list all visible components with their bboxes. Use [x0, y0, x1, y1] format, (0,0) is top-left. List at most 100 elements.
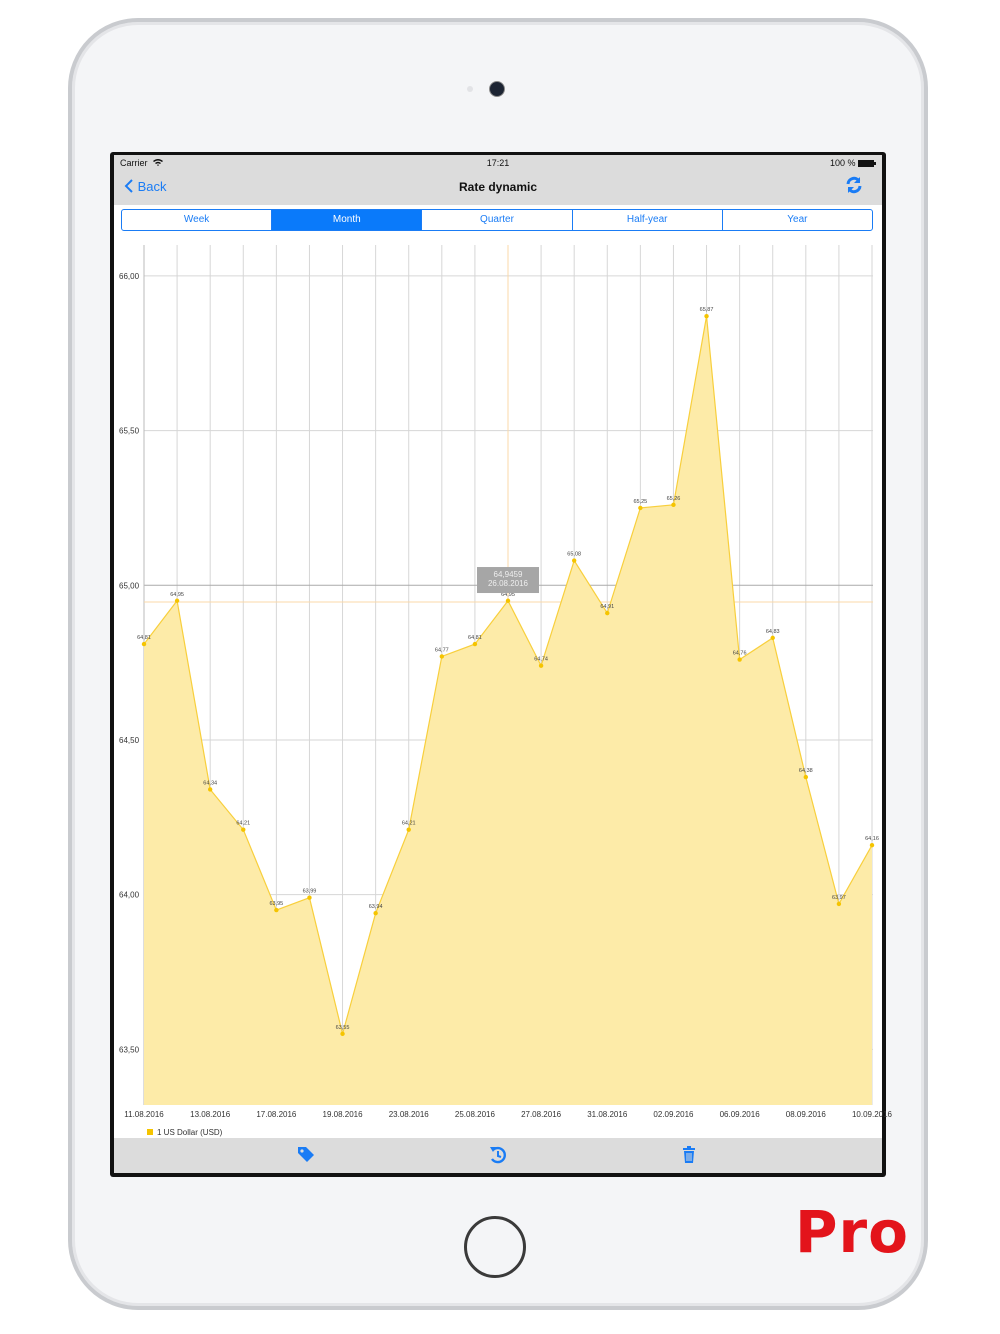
refresh-icon [846, 176, 862, 194]
x-tick-label: 17.08.2016 [256, 1110, 297, 1119]
data-label: 64,76 [733, 651, 747, 657]
data-label: 63,55 [336, 1025, 350, 1031]
data-point [505, 598, 511, 603]
y-tick-label: 64,50 [119, 736, 140, 745]
data-point [241, 827, 246, 832]
data-label: 64,16 [865, 836, 879, 842]
tooltip-date: 26.08.2016 [488, 579, 529, 588]
data-point [704, 313, 709, 319]
data-label: 64,74 [534, 657, 548, 663]
data-point [207, 787, 213, 792]
data-point [803, 774, 809, 780]
tab-half-year[interactable]: Half-year [571, 210, 722, 230]
data-label: 63,95 [269, 901, 283, 907]
tag-button[interactable] [295, 1144, 317, 1166]
data-point [406, 827, 411, 832]
x-tick-label: 13.08.2016 [190, 1110, 231, 1119]
data-label: 65,26 [667, 496, 681, 502]
data-point [174, 598, 180, 603]
trash-icon [683, 1146, 695, 1163]
y-tick-label: 65,00 [119, 581, 140, 590]
y-tick-label: 65,50 [119, 427, 140, 436]
data-label: 64,83 [766, 629, 780, 635]
delete-button[interactable] [678, 1144, 700, 1166]
data-label: 64,34 [203, 780, 217, 786]
data-label: 63,94 [369, 904, 383, 910]
home-button[interactable] [464, 1216, 526, 1278]
pro-badge: Pro [795, 1198, 909, 1266]
bottom-toolbar [114, 1138, 882, 1173]
camera [489, 81, 505, 97]
tab-year[interactable]: Year [721, 210, 872, 230]
data-label: 64,81 [468, 635, 482, 641]
tab-month[interactable]: Month [271, 210, 422, 230]
history-button[interactable] [487, 1144, 509, 1166]
data-label: 64,95 [170, 592, 184, 598]
data-label: 64,95 [501, 592, 515, 598]
data-point [638, 505, 643, 511]
x-tick-label: 19.08.2016 [323, 1110, 364, 1119]
x-tick-label: 25.08.2016 [455, 1110, 496, 1119]
carrier-label: Carrier [120, 158, 148, 168]
tab-quarter[interactable]: Quarter [421, 210, 571, 230]
page-title: Rate dynamic [458, 180, 538, 194]
data-label: 64,21 [236, 821, 250, 827]
legend-swatch [147, 1129, 153, 1135]
wifi-icon [153, 158, 163, 168]
data-point [307, 895, 312, 900]
data-point [274, 907, 279, 913]
refresh-button[interactable] [844, 175, 864, 195]
sensor [467, 86, 473, 92]
data-point [571, 558, 577, 563]
battery-label: 100 % [830, 158, 856, 168]
x-tick-label: 31.08.2016 [587, 1110, 628, 1119]
legend-label: 1 US Dollar (USD) [157, 1128, 223, 1137]
data-label: 63,97 [832, 895, 846, 901]
tooltip-value: 64,9459 [494, 570, 523, 579]
x-tick-label: 10.09.2016 [852, 1110, 893, 1119]
data-label: 65,25 [633, 499, 647, 505]
data-point [472, 641, 478, 647]
tooltip: 64,9459 26.08.2016 [477, 567, 539, 594]
y-tick-label: 64,00 [119, 891, 140, 900]
y-tick-label: 63,50 [119, 1045, 140, 1054]
x-tick-label: 11.08.2016 [124, 1110, 164, 1119]
data-point [605, 610, 610, 616]
data-label: 64,38 [799, 768, 813, 774]
data-point [141, 641, 147, 647]
clock: 17:21 [486, 158, 510, 168]
x-tick-label: 27.08.2016 [521, 1110, 562, 1119]
back-label: Back [137, 179, 167, 194]
data-point [869, 842, 875, 848]
battery-icon [858, 159, 876, 169]
chevron-left-icon [124, 179, 133, 193]
data-point [671, 502, 676, 508]
data-point [737, 657, 742, 662]
navigation-bar: Carrier 17:21 100 % Back Rate dynamic [114, 155, 882, 205]
period-selector: Week Month Quarter Half-year Year [121, 209, 873, 231]
data-point [836, 901, 842, 907]
x-tick-label: 02.09.2016 [653, 1110, 694, 1119]
area-fill [144, 316, 872, 1105]
y-tick-label: 66,00 [119, 272, 140, 281]
data-point [538, 663, 544, 668]
tab-week[interactable]: Week [183, 214, 210, 225]
back-button[interactable]: Back [124, 179, 167, 194]
tooltip-box [477, 567, 539, 594]
data-label: 64,81 [137, 635, 151, 641]
data-point [340, 1031, 345, 1037]
x-tick-label: 08.09.2016 [786, 1110, 827, 1119]
data-point [770, 635, 775, 641]
data-label: 64,21 [402, 821, 416, 827]
x-tick-label: 23.08.2016 [389, 1110, 430, 1119]
data-label: 63,99 [303, 889, 317, 895]
data-label: 64,77 [435, 647, 449, 653]
data-point [439, 654, 445, 659]
data-label: 64,91 [600, 604, 614, 610]
data-label: 65,87 [700, 307, 714, 313]
tag-icon [298, 1147, 314, 1162]
data-label: 65,08 [567, 552, 581, 558]
x-tick-label: 06.09.2016 [720, 1110, 761, 1119]
history-icon [490, 1146, 506, 1164]
